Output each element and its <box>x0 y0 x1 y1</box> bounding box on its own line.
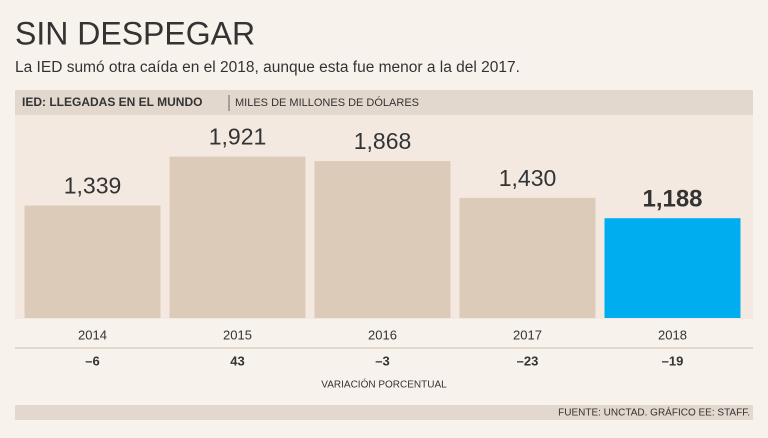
value-label: 1,921 <box>209 124 267 150</box>
footer-band <box>15 405 753 420</box>
bar <box>459 197 596 318</box>
variation-value: –19 <box>662 353 684 368</box>
bar <box>314 161 451 318</box>
x-tick-label: 2014 <box>78 327 107 342</box>
subtitle: La IED sumó otra caída en el 2018, aunqu… <box>15 59 520 76</box>
variation-value: –6 <box>85 353 99 368</box>
chart-title: SIN DESPEGAR <box>15 15 255 51</box>
header-title: IED: LLEGADAS EN EL MUNDO <box>22 95 202 109</box>
value-label: 1,430 <box>499 165 557 191</box>
variation-label: VARIACIÓN PORCENTUAL <box>321 378 447 391</box>
value-label: 1,188 <box>642 186 702 213</box>
variation-value: –23 <box>517 353 539 368</box>
value-label: 1,339 <box>64 173 122 199</box>
source: FUENTE: UNCTAD. GRÁFICO EE: STAFF. <box>558 406 750 419</box>
bar <box>604 218 741 318</box>
variation-value: –3 <box>375 353 389 368</box>
bar <box>169 156 306 318</box>
variation-value: 43 <box>230 353 244 368</box>
x-tick-label: 2016 <box>368 327 397 342</box>
x-tick-label: 2015 <box>223 327 252 342</box>
unit-label: MILES DE MILLONES DE DÓLARES <box>235 96 419 109</box>
value-label: 1,868 <box>354 128 412 154</box>
x-tick-label: 2017 <box>513 327 542 342</box>
header-band <box>15 90 753 115</box>
x-tick-label: 2018 <box>658 327 687 342</box>
bar <box>24 205 161 318</box>
